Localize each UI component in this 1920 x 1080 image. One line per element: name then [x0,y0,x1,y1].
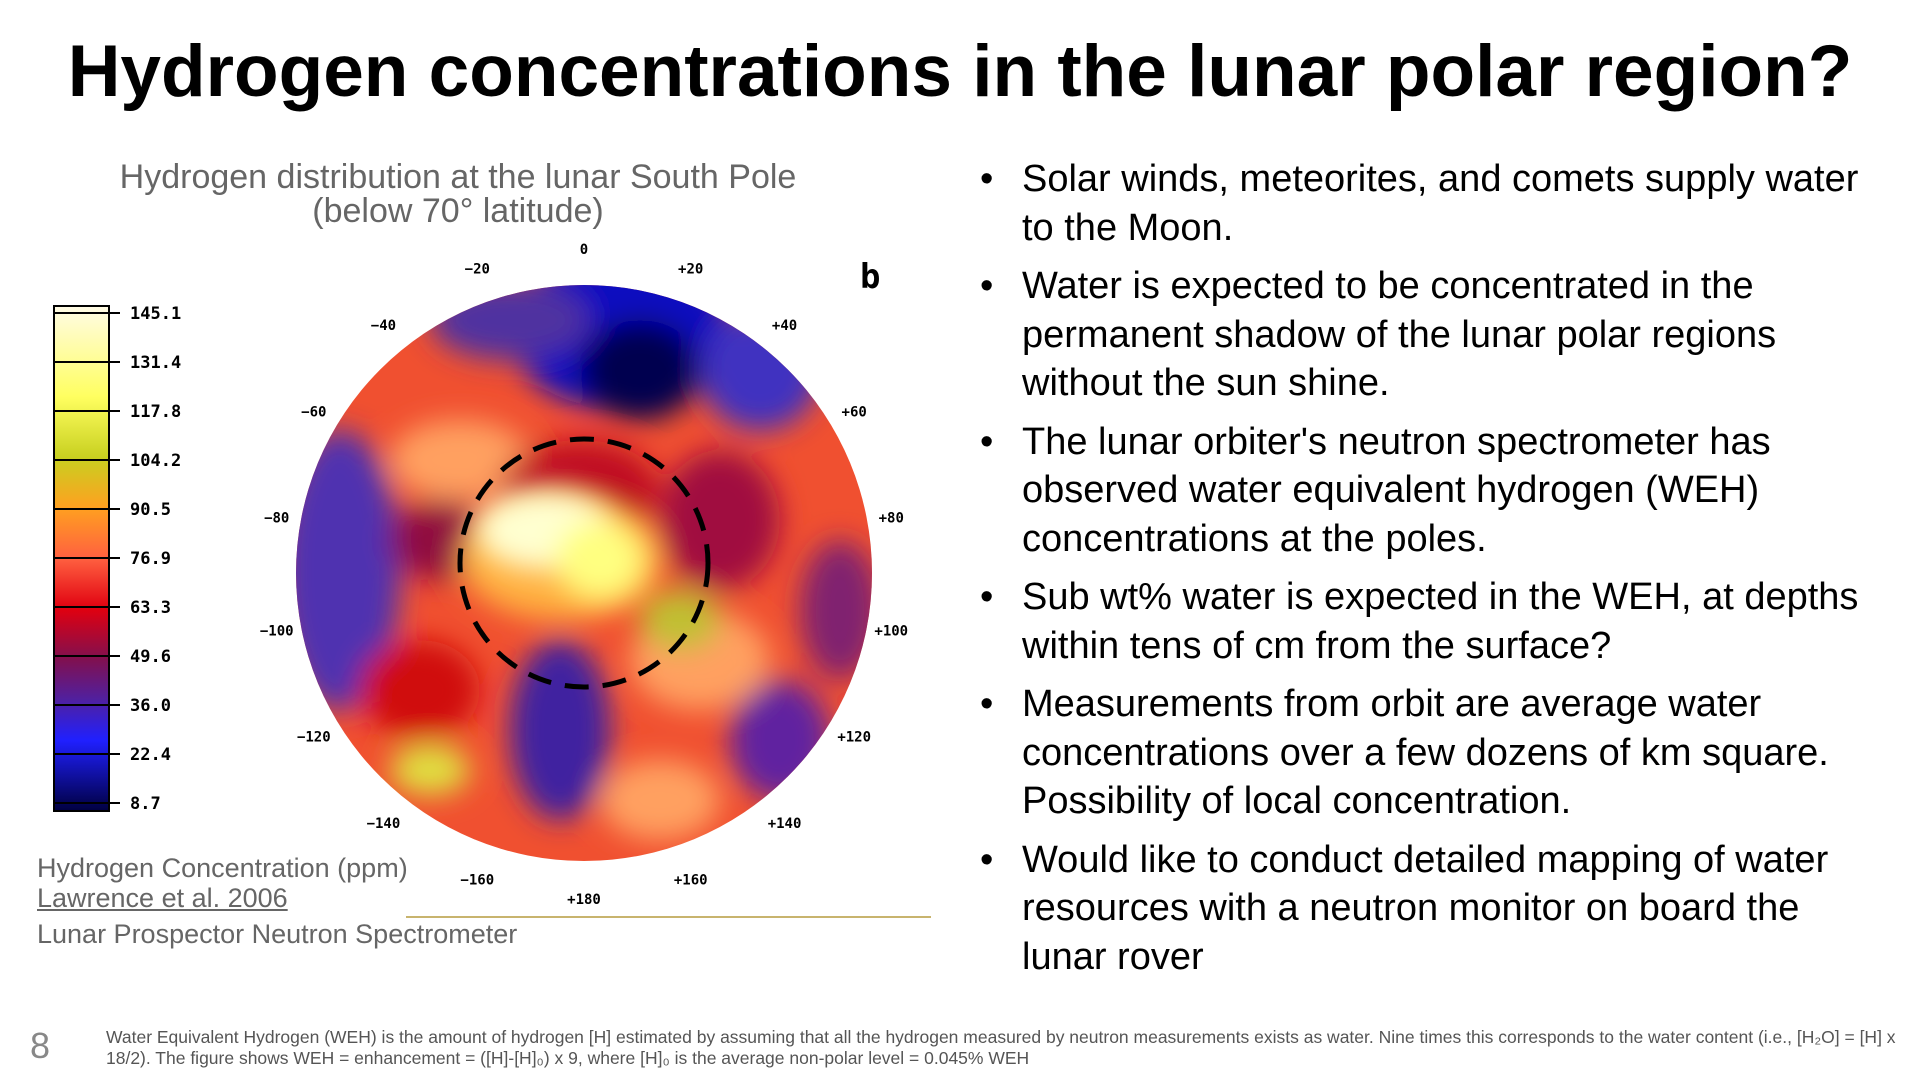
bullet-item: • The lunar orbiter's neutron spectromete… [980,418,1880,564]
citation-link[interactable]: Lawrence et al. 2006 [37,883,288,913]
figure: 145.1 131.4 117.8 104.2 90.5 76.9 63.3 49.6 36.0… [53,242,931,918]
colorbar-label: 76.9 [130,549,171,569]
longitude-label: +180 [567,892,601,908]
bullet-item: • Solar winds, meteorites, and comets sup… [980,155,1880,252]
panel-label: b [860,257,880,297]
figure-caption: (below 70° latitude) [312,192,604,230]
colorbar-label: 63.3 [130,598,171,618]
colorbar-label: 117.8 [130,402,181,422]
bullet-item: • Measurements from orbit are average wat… [980,680,1880,826]
bullet-marker: • [980,838,994,881]
colorbar-label: 90.5 [130,500,171,520]
longitude-label: −60 [301,405,326,421]
bullet-marker: • [980,683,994,725]
page-number: 8 [30,1025,51,1066]
instrument-label: Lunar Prospector Neutron Spectrometer [37,919,518,949]
footnote: Water Equivalent Hydrogen (WEH) is the a… [106,1027,1896,1068]
units-label: Hydrogen Concentration (ppm) [37,853,408,883]
bullet-marker: • [980,265,994,307]
longitude-label: +120 [837,730,871,746]
longitude-label: −160 [460,872,494,888]
colorbar-label: 8.7 [130,794,161,814]
longitude-label: −140 [367,816,401,832]
bullet-item: • Water is expected to be concentrated in… [980,262,1880,408]
colorbar-label: 104.2 [130,451,181,471]
longitude-label: +140 [768,816,802,832]
longitude-label: −100 [260,623,294,639]
longitude-label: −40 [371,318,396,334]
colorbar-label: 49.6 [130,647,171,667]
colorbar-label: 131.4 [130,353,181,373]
longitude-label: −20 [465,262,490,278]
highlight-circle [457,436,711,690]
bullet-text: The lunar orbiter's neutron spectrometer… [1022,420,1771,560]
bullet-marker: • [980,158,994,200]
bullet-text: Measurements from orbit are average wate… [1022,683,1829,822]
slide-title: Hydrogen concentrations in the lunar pol… [67,31,1853,112]
bullet-marker: • [980,420,994,463]
bullet-marker: • [980,576,994,618]
bullet-list: • Solar winds, meteorites, and comets sup… [980,155,1880,991]
colorbar-label: 145.1 [130,304,181,324]
bullet-text: Sub wt% water is expected in the WEH, at… [1022,576,1859,667]
longitude-label: +60 [842,405,867,421]
bullet-item: • Would like to conduct detailed mapping … [980,836,1880,982]
longitude-label: 0 [580,242,588,258]
bullet-text: Water is expected to be concentrated in … [1022,265,1777,404]
longitude-label: +80 [879,511,904,527]
bullet-text: Solar winds, meteorites, and comets supp… [1022,158,1859,249]
colorbar-label: 36.0 [130,696,171,716]
colorbar-label: 22.4 [130,745,171,765]
bullet-item: • Sub wt% water is expected in the WEH, a… [980,573,1880,670]
bullet-text: Would like to conduct detailed mapping o… [1022,838,1829,978]
hydrogen-map [296,285,872,861]
longitude-label: −120 [297,730,331,746]
longitude-label: −80 [264,511,289,527]
longitude-label: +100 [874,623,908,639]
longitude-label: +20 [678,262,703,278]
figure-caption: Hydrogen distribution at the lunar South… [119,158,797,196]
longitude-label: +40 [772,318,797,334]
longitude-label: +160 [674,872,708,888]
